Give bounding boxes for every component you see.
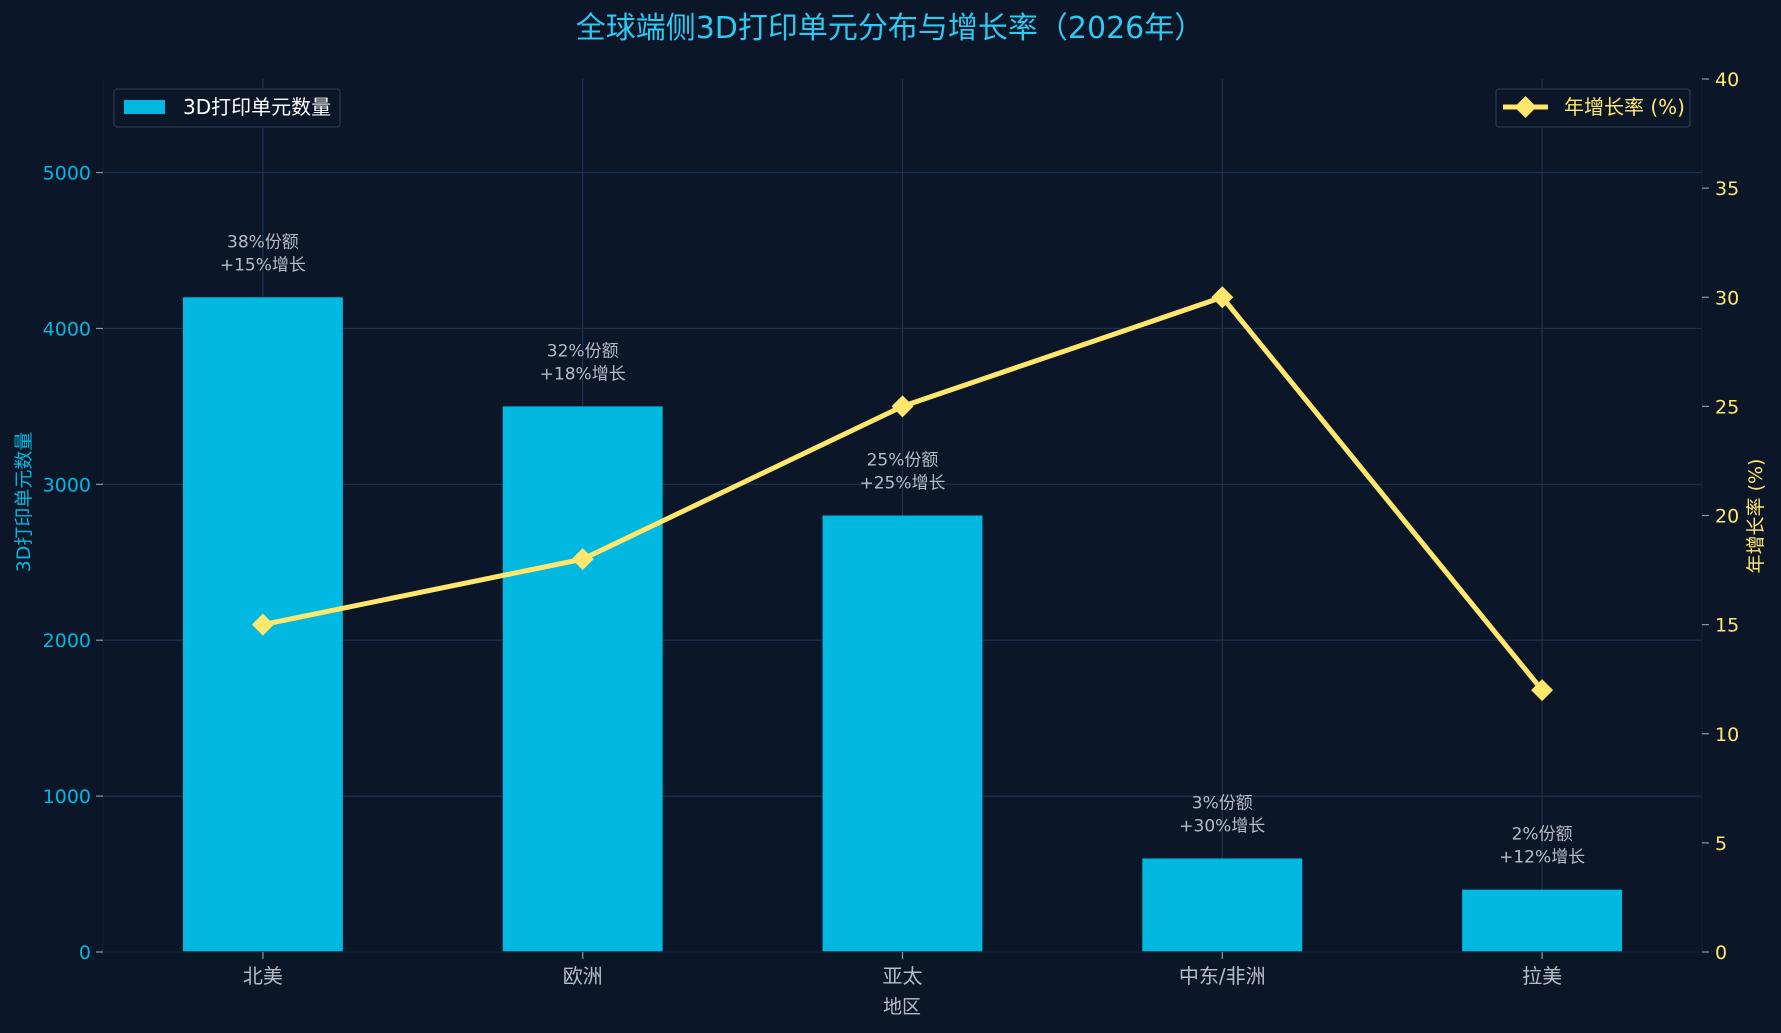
y-axis-left-label: 3D打印单元数量 xyxy=(13,432,35,573)
tick-label-x: 亚太 xyxy=(883,964,923,988)
tick-label-right: 30 xyxy=(1715,287,1739,309)
bar-4 xyxy=(1462,889,1623,952)
bar-annotation-share: 2%份额 xyxy=(1512,825,1573,845)
bar-annotation-growth: +18%增长 xyxy=(540,364,626,384)
tick-label-right: 35 xyxy=(1715,178,1739,200)
bar-2 xyxy=(822,515,983,952)
tick-label-right: 25 xyxy=(1715,396,1739,418)
x-axis-label: 地区 xyxy=(883,996,921,1018)
bar-annotation-growth: +25%增长 xyxy=(859,474,945,494)
growth-line xyxy=(251,286,1554,702)
tick-label-x: 拉美 xyxy=(1522,964,1562,988)
legend-line-label: 年增长率 (%) xyxy=(1564,95,1685,119)
growth-point-1 xyxy=(571,548,594,571)
tick-label-x: 北美 xyxy=(243,964,283,988)
bar-annotation-share: 25%份额 xyxy=(867,451,939,471)
tick-label-left: 3000 xyxy=(43,474,91,496)
bar-annotation-growth: +12%增长 xyxy=(1499,848,1585,868)
bar-annotation-share: 38%份额 xyxy=(227,232,299,252)
tick-label-right: 5 xyxy=(1715,833,1727,855)
growth-point-2 xyxy=(891,395,914,418)
legend-bar-label: 3D打印单元数量 xyxy=(183,95,331,119)
grid xyxy=(103,79,1702,953)
tick-label-x: 欧洲 xyxy=(563,964,603,988)
tick-label-right: 40 xyxy=(1715,69,1739,91)
legend-bar-swatch xyxy=(124,100,165,114)
tick-label-left: 4000 xyxy=(43,318,91,340)
bar-annotation-growth: +30%增长 xyxy=(1179,816,1265,836)
bar-annotation-growth: +15%增长 xyxy=(220,255,306,275)
bar-3 xyxy=(1142,858,1303,952)
tick-label-x: 中东/非洲 xyxy=(1179,964,1266,988)
bar-1 xyxy=(502,406,663,952)
tick-label-left: 1000 xyxy=(43,786,91,808)
legend-diamond-icon xyxy=(1514,96,1537,118)
tick-label-left: 2000 xyxy=(43,630,91,652)
tick-label-left: 5000 xyxy=(43,163,91,185)
growth-point-0 xyxy=(251,613,274,636)
chart-title: 全球端侧3D打印单元分布与增长率（2026年） xyxy=(576,11,1205,46)
tick-label-right: 15 xyxy=(1715,615,1739,637)
labels: 38%份额 +15%增长 32%份额 +18%增长 25%份额 +25%增长 3%份额 +30… xyxy=(220,232,1585,867)
tick-label-right: 20 xyxy=(1715,506,1739,528)
growth-point-4 xyxy=(1531,679,1554,702)
y-axis-right-label: 年增长率 (%) xyxy=(1745,459,1767,574)
tick-label-right: 0 xyxy=(1715,942,1727,964)
bar-annotation-share: 32%份额 xyxy=(547,341,619,361)
legend-bars[interactable]: 3D打印单元数量 xyxy=(113,88,341,128)
tick-label-right: 10 xyxy=(1715,724,1739,746)
bar-annotation-share: 3%份额 xyxy=(1192,793,1253,813)
tick-label-left: 0 xyxy=(79,942,91,964)
growth-point-3 xyxy=(1211,286,1234,309)
legend-line[interactable]: 年增长率 (%) xyxy=(1495,88,1691,128)
axes: 0 1000 2000 3000 4000 5000 0 5 10 15 20 25 30 35 40 北美 欧… xyxy=(43,69,1740,988)
